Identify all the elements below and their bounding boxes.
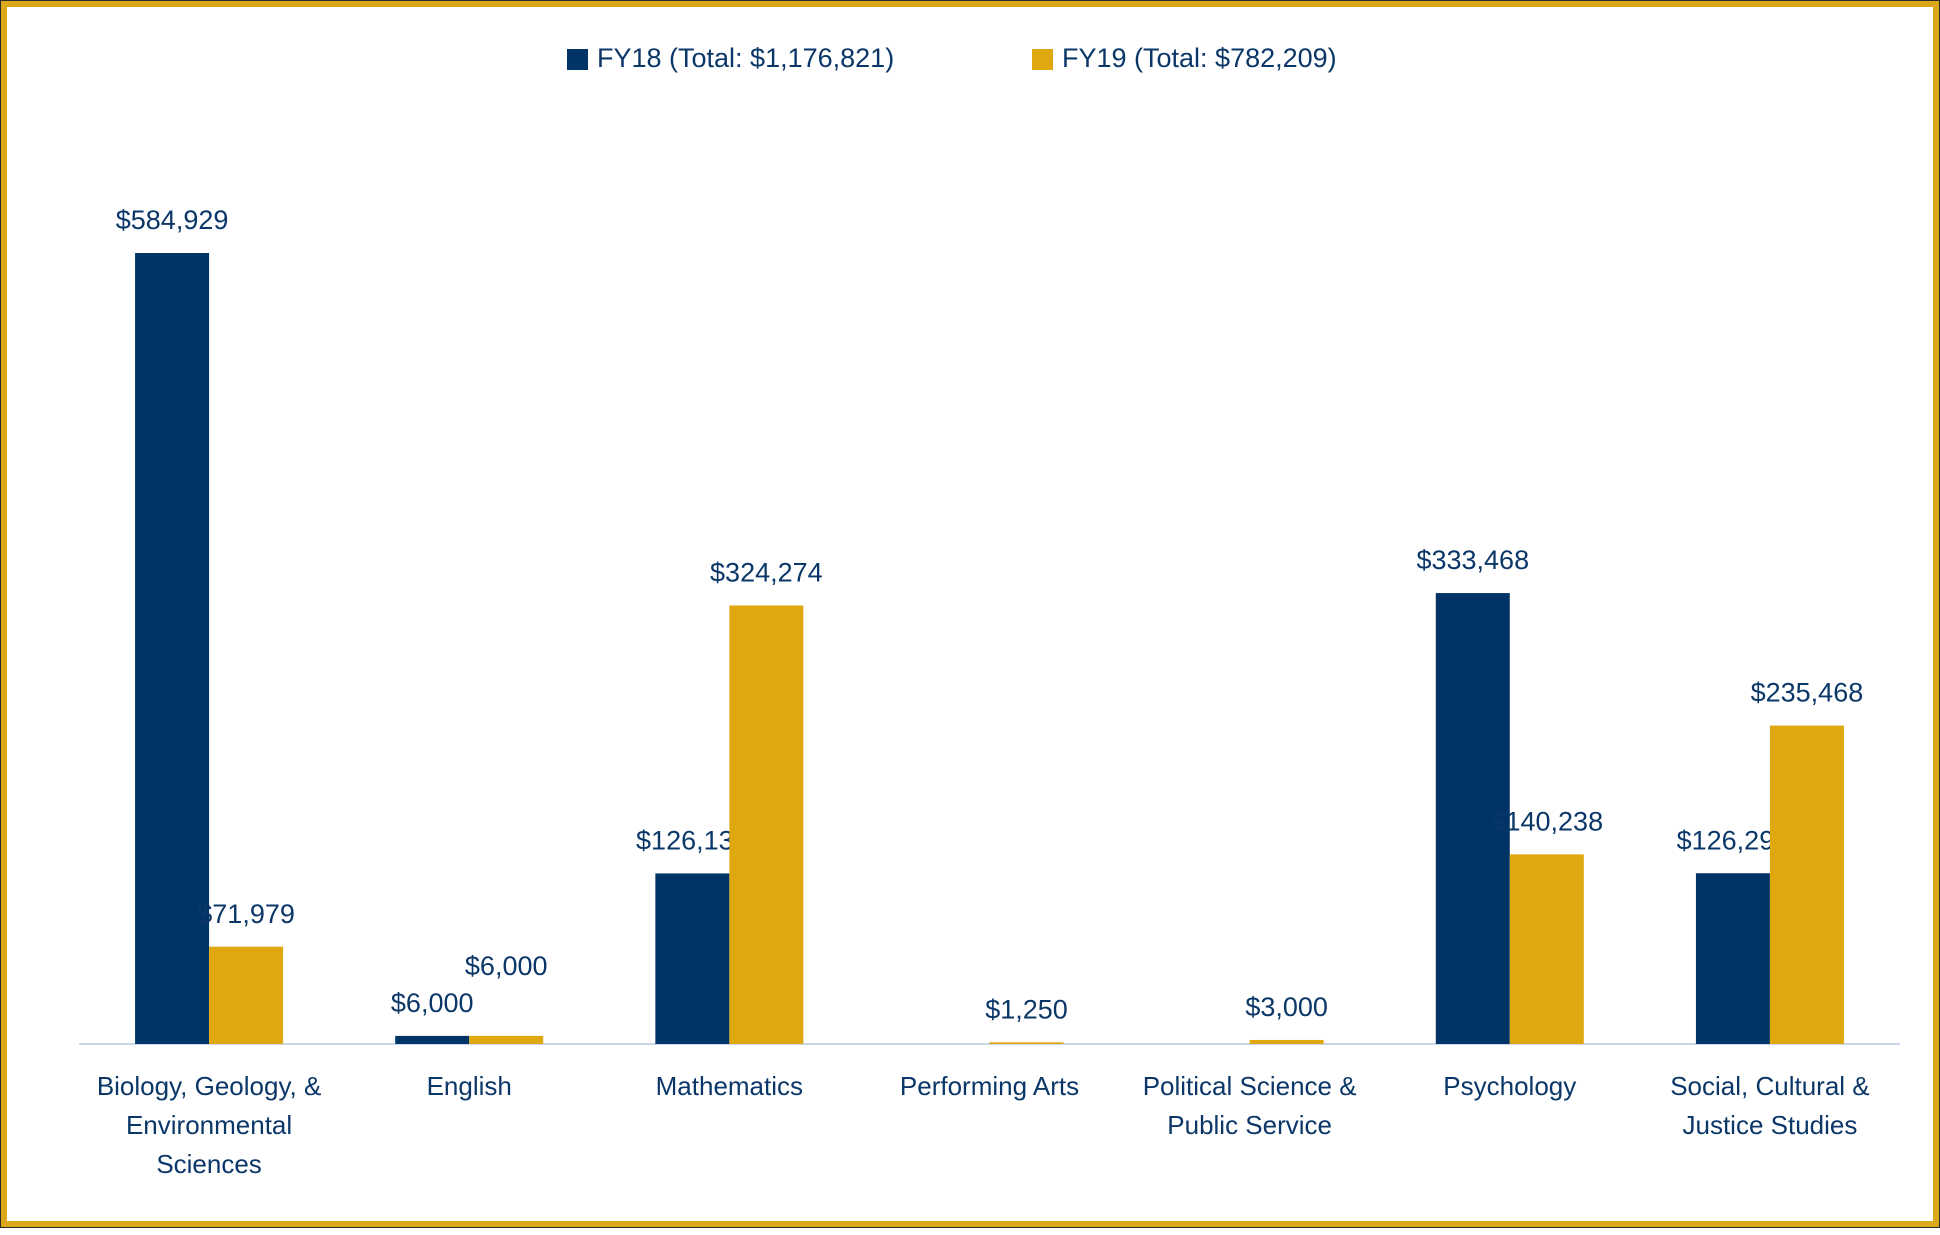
legend-swatch	[567, 49, 588, 70]
data-label: $6,000	[391, 988, 474, 1018]
data-label: $324,274	[710, 558, 823, 588]
data-label: $3,000	[1245, 992, 1328, 1022]
data-label: $140,238	[1490, 806, 1603, 836]
x-tick-label: Biology, Geology, & Environmental Scienc…	[96, 1071, 322, 1179]
data-label: $333,468	[1416, 545, 1529, 575]
bar	[989, 1042, 1064, 1044]
bar	[209, 946, 284, 1044]
x-tick-label: English	[426, 1071, 512, 1101]
legend-label: FY19 (Total: $782,209)	[1062, 43, 1337, 73]
bar	[1695, 873, 1770, 1044]
data-label: $71,979	[197, 899, 295, 929]
data-label: $6,000	[465, 951, 548, 981]
chart: FY18 (Total: $1,176,821) FY19 (Total: $78…	[79, 43, 1900, 1045]
data-label: $235,468	[1751, 678, 1864, 708]
x-tick-label: Political Science & Public Service	[1142, 1071, 1357, 1140]
legend-label: FY18 (Total: $1,176,821)	[597, 43, 894, 73]
bar	[1769, 725, 1844, 1044]
data-label: $1,250	[985, 994, 1068, 1024]
bar	[655, 873, 730, 1044]
x-tick-label: Performing Arts	[899, 1071, 1080, 1101]
x-tick-label: Psychology	[1443, 1071, 1577, 1101]
bar	[469, 1035, 544, 1044]
bar	[135, 253, 210, 1044]
bar	[1509, 854, 1584, 1044]
bar	[729, 605, 804, 1044]
x-tick-label: Social, Cultural & Justice Studies	[1670, 1071, 1870, 1140]
bar	[1435, 593, 1510, 1044]
bar	[1249, 1039, 1324, 1044]
data-label: $584,929	[116, 205, 229, 235]
bar	[395, 1035, 470, 1044]
legend-swatch	[1032, 49, 1053, 70]
x-tick-label: Mathematics	[655, 1071, 804, 1101]
